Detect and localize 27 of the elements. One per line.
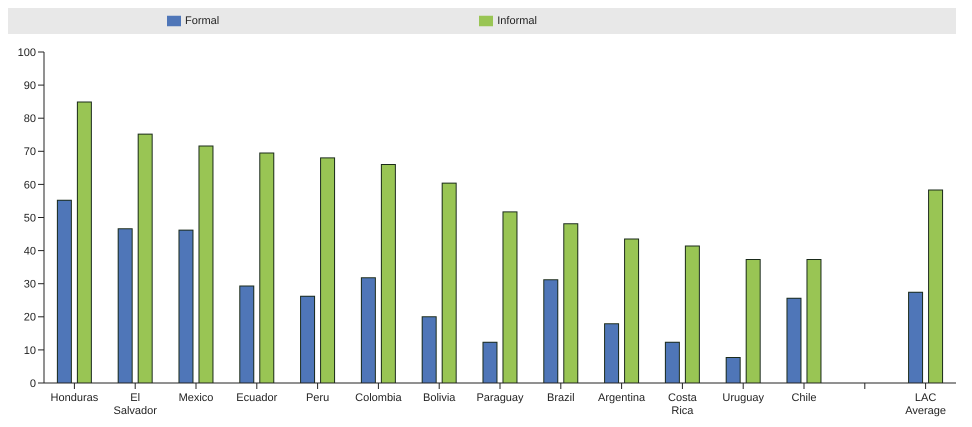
y-tick-label: 30 [24,278,36,291]
x-tick-label: Costa Rica [668,392,698,417]
x-tick-label: Chile [791,392,817,404]
y-tick-label: 100 [18,46,36,59]
y-tick-label: 0 [30,378,36,390]
y-tick-label: 10 [24,344,36,357]
y-tick-label: 90 [24,80,36,92]
legend-label: Formal [185,14,220,27]
x-tick-label: Peru [306,392,330,404]
y-tick-label: 60 [24,179,36,192]
x-tick-label: Honduras [50,392,99,404]
y-tick-label: 20 [24,312,36,324]
x-tick-label: Bolivia [422,392,456,404]
y-tick-label: 40 [24,246,36,258]
x-tick-label: LAC Average [905,392,946,417]
x-tick-label: Brazil [547,392,575,404]
x-tick-label: Ecuador [236,392,278,404]
x-tick-label: Colombia [355,392,403,404]
x-tick-label: Paraguay [476,392,524,404]
y-tick-label: 70 [24,146,36,158]
x-tick-label: Argentina [598,392,646,404]
x-tick-label: Mexico [178,392,214,404]
y-tick-label: 50 [24,212,36,224]
y-tick-label: 80 [24,113,36,126]
x-tick-label: Uruguay [722,392,764,404]
legend-label: Informal [497,14,537,27]
x-tick-label: El Salvador [113,392,158,417]
